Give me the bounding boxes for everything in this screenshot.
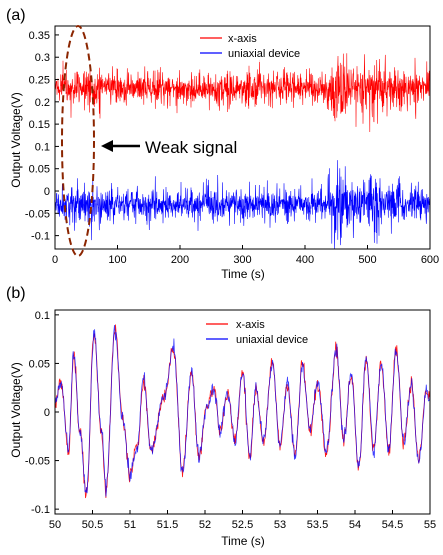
legend-label-x-axis: x-axis [228,33,257,45]
x-tick-label: 50 [49,519,61,531]
y-tick-label: 0.2 [35,97,50,109]
panel-b-traces [54,324,431,499]
panel-a-traces [54,53,431,250]
x-tick-label: 300 [233,254,251,266]
series-line-x-axis [54,53,431,133]
x-tick-label: 0 [52,254,58,266]
panel-b-label: (b) [6,285,26,302]
y-tick-label: -0.1 [31,231,50,243]
weak-signal-arrow [101,140,140,152]
legend-label-uniaxial: uniaxial device [236,334,308,346]
panel-a-legend: x-axis uniaxial device [196,28,328,62]
weak-signal-highlight [61,25,95,257]
panel-a-x-ticks: 0 100 200 300 400 500 600 [52,245,439,266]
y-tick-label: 0.05 [29,164,50,176]
panel-b-x-ticks: 50 50.5 51 51.5 52 52.5 53 53.5 54 54.5 55 [49,510,436,531]
x-tick-label: 52.5 [232,519,253,531]
y-tick-label: 0 [44,407,50,419]
x-tick-label: 51.5 [157,519,178,531]
y-tick-label: 0.1 [35,310,50,322]
x-tick-label: 200 [171,254,189,266]
y-tick-label: 0.3 [35,52,50,64]
panel-a-x-axis-title: Time (s) [221,267,265,281]
legend-label-x-axis: x-axis [236,319,265,331]
x-tick-label: 50.5 [82,519,103,531]
x-tick-label: 100 [108,254,126,266]
y-tick-label: -0.05 [25,208,50,220]
panel-a-y-axis-title: Output Voltage(V) [9,92,23,187]
series-line-x-axis [54,324,431,499]
x-tick-label: 400 [296,254,314,266]
weak-signal-annotation: Weak signal [145,138,237,157]
panel-a-y-ticks: -0.1 -0.05 0 0.05 0.1 0.15 0.2 0.25 0.3 0.35 [25,30,59,243]
panel-b-legend: x-axis uniaxial device [204,314,328,348]
y-tick-label: 0.15 [29,119,50,131]
series-line-uniaxial-device [54,160,431,250]
x-tick-label: 51 [124,519,136,531]
panel-b-y-ticks: -0.1 -0.05 0 0.05 0.1 [25,310,59,516]
y-tick-label: -0.05 [25,456,50,468]
x-tick-label: 54.5 [382,519,403,531]
y-tick-label: 0.25 [29,75,50,87]
legend-label-uniaxial: uniaxial device [228,48,300,60]
y-tick-label: 0.35 [29,30,50,42]
series-line-uniaxial-device [54,324,431,497]
panel-b-y-axis-title: Output Voltage(V) [9,362,23,457]
panel-a-label: (a) [6,7,26,24]
y-tick-label: 0.1 [35,141,50,153]
x-tick-label: 53.5 [307,519,328,531]
x-tick-label: 54 [349,519,361,531]
x-tick-label: 55 [424,519,436,531]
panel-a: (a) -0.1-0.0500.050.10.150.20.250.30.35 … [6,7,439,281]
x-tick-label: 53 [274,519,286,531]
y-tick-label: 0 [44,186,50,198]
y-tick-label: -0.1 [31,504,50,516]
x-tick-label: 52 [199,519,211,531]
x-tick-label: 600 [421,254,439,266]
y-tick-label: 0.05 [29,358,50,370]
panel-b: (b) -0.1 -0.05 0 0.05 0.1 50 50.5 51 51.5 52 52.5… [6,285,436,548]
x-tick-label: 500 [358,254,376,266]
panel-b-x-axis-title: Time (s) [221,534,265,548]
